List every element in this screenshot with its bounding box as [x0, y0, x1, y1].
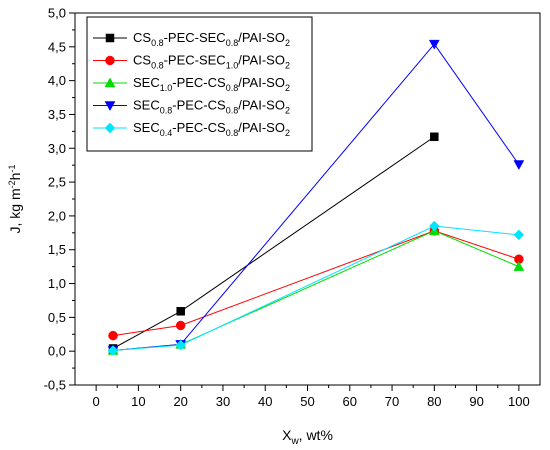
x-axis-ticks: 0 10 20 30 40 50 60 70 80 90 100: [93, 385, 530, 409]
data-point-diamond: [513, 229, 525, 241]
x-tick-label: 60: [343, 394, 357, 409]
legend-item: SEC1.0-PEC-CS0.8/PAI-SO2: [93, 75, 290, 93]
legend-item: CS0.8-PEC-SEC1.0/PAI-SO2: [93, 53, 290, 71]
y-tick-label: 5,0: [48, 6, 66, 21]
data-point-diamond: [104, 122, 116, 134]
data-point-square: [430, 132, 439, 142]
y-tick-label: -0,5: [44, 378, 66, 393]
data-point-triangle-down: [428, 39, 440, 50]
legend-label: CS0.8-PEC-SEC0.8/PAI-SO2: [133, 30, 290, 48]
data-point-square: [105, 33, 115, 43]
series-markers: [107, 39, 525, 357]
series-line-2: [112, 230, 520, 337]
x-tick-label: 40: [258, 394, 272, 409]
y-axis-title: J, kg m-2h-1: [7, 165, 23, 234]
data-point-diamond: [107, 345, 119, 356]
legend-item: SEC0.4-PEC-CS0.8/PAI-SO2: [93, 120, 290, 138]
x-tick-label: 30: [216, 394, 230, 409]
data-point-triangle-down: [513, 160, 525, 171]
legend-label: SEC1.0-PEC-CS0.8/PAI-SO2: [133, 75, 290, 93]
data-point-diamond: [175, 339, 187, 351]
data-point-square: [176, 307, 185, 316]
data-point-diamond: [428, 220, 440, 232]
x-tick-label: 10: [131, 394, 145, 409]
y-axis-ticks: -0,5 0,0 0,5 1,0 1,5 2,0 2,5 3,0 3,5 4,0 4,5 5,0: [44, 6, 75, 393]
x-tick-label: 100: [508, 394, 530, 409]
legend: CS0.8-PEC-SEC0.8/PAI-SO2 CS0.8-PEC-SEC1.0…: [86, 16, 313, 152]
data-point-triangle-up: [104, 77, 116, 88]
x-tick-label: 20: [173, 394, 187, 409]
legend-item: SEC0.8-PEC-CS0.8/PAI-SO2: [93, 98, 290, 116]
legend-label: SEC0.8-PEC-CS0.8/PAI-SO2: [133, 98, 290, 116]
x-tick-label: 90: [469, 394, 483, 409]
y-tick-label: 0,0: [48, 344, 66, 359]
data-point-triangle-up: [513, 261, 525, 271]
y-tick-label: 1,0: [48, 276, 66, 291]
x-axis-title: Xw, wt%: [282, 427, 333, 447]
x-tick-label: 80: [427, 394, 441, 409]
data-point-circle: [175, 320, 186, 331]
x-tick-label: 0: [93, 394, 100, 409]
y-tick-label: 2,5: [48, 175, 66, 190]
legend-box: [86, 16, 313, 152]
y-tick-label: 3,5: [48, 107, 66, 122]
y-tick-label: 0,5: [48, 310, 66, 325]
data-point-triangle-down: [104, 101, 116, 112]
x-tick-label: 70: [385, 394, 399, 409]
data-point-circle: [105, 55, 115, 66]
y-tick-label: 2,0: [48, 208, 66, 223]
series-line-1: [112, 136, 435, 349]
y-tick-label: 1,5: [48, 242, 66, 257]
series-line-3: [113, 230, 520, 352]
x-tick-label: 50: [300, 394, 314, 409]
y-tick-label: 4,5: [48, 39, 66, 54]
legend-label: SEC0.4-PEC-CS0.8/PAI-SO2: [133, 120, 290, 138]
y-tick-label: 4,0: [48, 73, 66, 88]
series-line-5: [113, 225, 519, 352]
data-point-circle: [108, 330, 118, 341]
legend-item: CS0.8-PEC-SEC0.8/PAI-SO2: [93, 30, 290, 48]
y-tick-label: 3,0: [48, 141, 66, 156]
legend-label: CS0.8-PEC-SEC1.0/PAI-SO2: [133, 53, 290, 71]
